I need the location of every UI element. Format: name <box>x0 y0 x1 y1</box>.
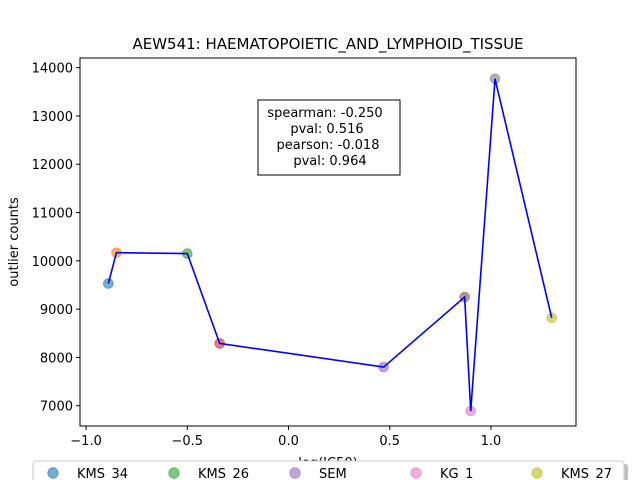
data-point <box>103 278 114 289</box>
y-tick-label: 11000 <box>32 207 73 222</box>
legend-entries: KMS_34 KMS_26 SEM KG_1 KMS_27 <box>47 467 612 480</box>
legend-label: KMS_34 <box>77 467 128 480</box>
legend-marker <box>531 467 543 479</box>
stats-spearman: spearman: -0.250 <box>267 106 382 121</box>
legend-label: SEM <box>319 467 347 480</box>
chart-title: AEW541: HAEMATOPOIETIC_AND_LYMPHOID_TISS… <box>132 35 523 54</box>
series-line <box>107 78 553 412</box>
y-tick-label: 7000 <box>40 400 73 415</box>
y-tick-label: 14000 <box>32 62 73 77</box>
y-tick-label: 9000 <box>40 303 73 318</box>
y-tick-label: 8000 <box>40 351 73 366</box>
plot-area <box>79 57 577 427</box>
y-tick-label: 13000 <box>32 110 73 125</box>
stats-pearson-pval: pval: 0.964 <box>293 154 366 169</box>
x-tick-label: 0.5 <box>379 434 400 449</box>
legend-label: KMS_26 <box>198 467 249 480</box>
legend-marker <box>47 467 59 479</box>
x-tick-label: 1.0 <box>481 434 502 449</box>
legend-frame <box>32 460 625 480</box>
stats-pearson: pearson: -0.018 <box>277 138 380 153</box>
x-tick-label: −0.5 <box>172 434 204 449</box>
plot-frame <box>79 57 577 427</box>
legend: KMS_34 KMS_26 SEM KG_1 KMS_27 <box>32 460 628 480</box>
legend-label: KG_1 <box>440 467 473 480</box>
legend-marker <box>410 467 422 479</box>
y-axis: 7000 8000 9000 10000 11000 12000 13000 14000 <box>32 62 80 415</box>
legend-label: KMS_27 <box>561 467 612 480</box>
stats-box-frame <box>257 99 401 176</box>
x-axis: −1.0 −0.5 0.0 0.5 1.0 <box>70 426 501 449</box>
legend-marker <box>289 467 301 479</box>
x-tick-label: 0.0 <box>278 434 299 449</box>
y-tick-label: 12000 <box>32 158 73 173</box>
stats-spearman-pval: pval: 0.516 <box>290 122 363 137</box>
y-axis-label: outlier counts <box>7 197 22 287</box>
x-tick-label: −1.0 <box>70 434 102 449</box>
stats-box: spearman: -0.250 pval: 0.516 pearson: -0… <box>257 99 401 176</box>
y-tick-label: 10000 <box>32 255 73 270</box>
legend-marker <box>168 467 180 479</box>
connecting-line <box>107 78 553 412</box>
